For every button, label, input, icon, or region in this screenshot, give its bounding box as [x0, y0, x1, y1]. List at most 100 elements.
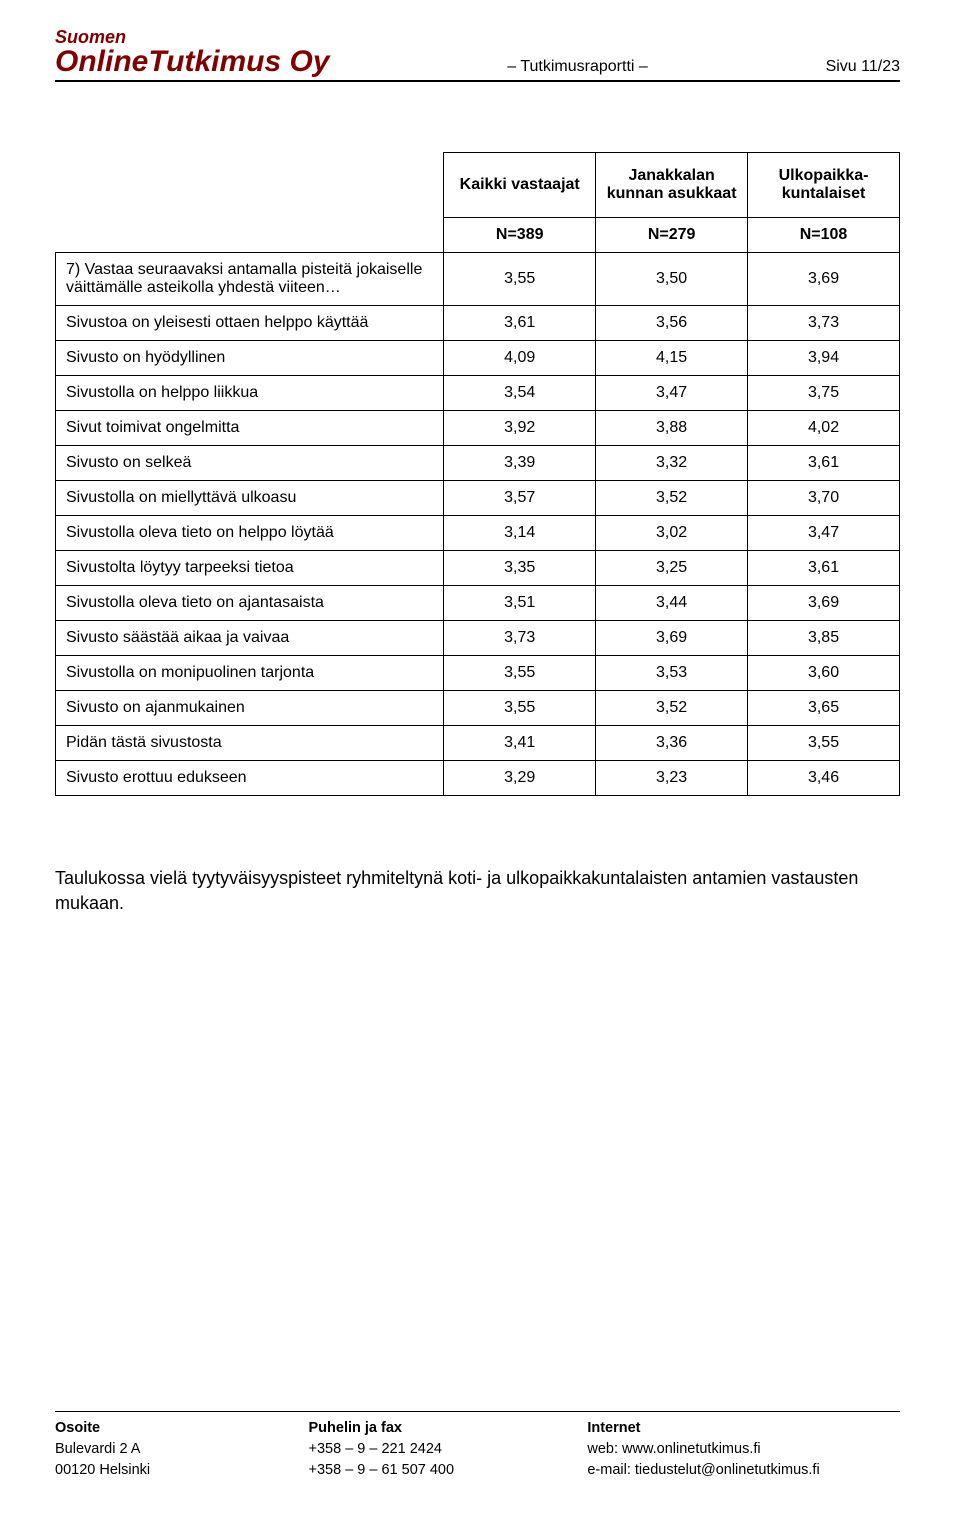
row-c2: 3,02: [596, 515, 748, 550]
row-c2: 3,69: [596, 620, 748, 655]
row-c3: 3,55: [748, 725, 900, 760]
row-label: Sivusto on selkeä: [56, 445, 444, 480]
row-c3: 3,61: [748, 550, 900, 585]
row-c2: 3,25: [596, 550, 748, 585]
row-c3: 4,02: [748, 410, 900, 445]
table-row: Sivusto on hyödyllinen 4,09 4,15 3,94: [56, 340, 900, 375]
table-row: Sivustolla on miellyttävä ulkoasu 3,57 3…: [56, 480, 900, 515]
row-c1: 4,09: [444, 340, 596, 375]
table-row: Sivusto säästää aikaa ja vaivaa 3,73 3,6…: [56, 620, 900, 655]
footer-internet-line2: e-mail: tiedustelut@onlinetutkimus.fi: [587, 1460, 900, 1481]
row-label: Sivustolla on monipuolinen tarjonta: [56, 655, 444, 690]
header-row: OnlineTutkimus Oy – Tutkimusraportti – S…: [55, 46, 900, 78]
row-c1: 3,39: [444, 445, 596, 480]
row-c3: 3,61: [748, 445, 900, 480]
row-c1: 3,51: [444, 585, 596, 620]
col-header-residents: Janakkalan kunnan asukkaat: [596, 152, 748, 217]
table-row: Sivustolla oleva tieto on ajantasaista 3…: [56, 585, 900, 620]
company-prefix: Suomen: [55, 28, 900, 46]
footer-phone-heading: Puhelin ja fax: [309, 1418, 588, 1439]
footer-internet-line1: web: www.onlinetutkimus.fi: [587, 1439, 900, 1460]
row-label: Sivusto on ajanmukainen: [56, 690, 444, 725]
table-row: Sivustolta löytyy tarpeeksi tietoa 3,35 …: [56, 550, 900, 585]
table-row: Sivusto erottuu edukseen 3,29 3,23 3,46: [56, 760, 900, 795]
footer-address-line2: 00120 Helsinki: [55, 1460, 309, 1481]
row-label: Sivustolla on miellyttävä ulkoasu: [56, 480, 444, 515]
row-label: Sivusto säästää aikaa ja vaivaa: [56, 620, 444, 655]
table-body: 7) Vastaa seuraavaksi antamalla pisteitä…: [56, 252, 900, 795]
table-header-row: Kaikki vastaajat Janakkalan kunnan asukk…: [56, 152, 900, 217]
report-label: – Tutkimusraportti –: [507, 58, 648, 78]
row-c2: 3,23: [596, 760, 748, 795]
question-c2: 3,50: [596, 252, 748, 305]
row-c1: 3,29: [444, 760, 596, 795]
row-c3: 3,85: [748, 620, 900, 655]
row-c3: 3,94: [748, 340, 900, 375]
footer-col-address: Osoite Bulevardi 2 A 00120 Helsinki: [55, 1418, 309, 1481]
row-label: Sivustolta löytyy tarpeeksi tietoa: [56, 550, 444, 585]
row-c2: 3,32: [596, 445, 748, 480]
row-c3: 3,46: [748, 760, 900, 795]
row-c1: 3,61: [444, 305, 596, 340]
survey-table-wrap: Kaikki vastaajat Janakkalan kunnan asukk…: [55, 152, 900, 796]
table-row: Sivusto on selkeä 3,39 3,32 3,61: [56, 445, 900, 480]
row-c1: 3,54: [444, 375, 596, 410]
row-c3: 3,73: [748, 305, 900, 340]
question-c1: 3,55: [444, 252, 596, 305]
footer-col-phone: Puhelin ja fax +358 – 9 – 221 2424 +358 …: [309, 1418, 588, 1481]
page-footer: Osoite Bulevardi 2 A 00120 Helsinki Puhe…: [55, 1411, 900, 1481]
row-c2: 3,36: [596, 725, 748, 760]
table-row: Sivustolla on monipuolinen tarjonta 3,55…: [56, 655, 900, 690]
row-c1: 3,35: [444, 550, 596, 585]
row-label: Sivusto erottuu edukseen: [56, 760, 444, 795]
row-c1: 3,57: [444, 480, 596, 515]
col-header-all: Kaikki vastaajat: [444, 152, 596, 217]
table-row: Pidän tästä sivustosta 3,41 3,36 3,55: [56, 725, 900, 760]
row-c1: 3,41: [444, 725, 596, 760]
page: Suomen OnlineTutkimus Oy – Tutkimusrapor…: [0, 0, 960, 1513]
page-number: Sivu 11/23: [826, 58, 900, 78]
n-residents: N=279: [596, 217, 748, 252]
question-c3: 3,69: [748, 252, 900, 305]
row-label: Pidän tästä sivustosta: [56, 725, 444, 760]
survey-table: Kaikki vastaajat Janakkalan kunnan asukk…: [55, 152, 900, 796]
row-c2: 3,47: [596, 375, 748, 410]
footer-phone-line2: +358 – 9 – 61 507 400: [309, 1460, 588, 1481]
footer-col-internet: Internet web: www.onlinetutkimus.fi e-ma…: [587, 1418, 900, 1481]
body-note: Taulukossa vielä tyytyväisyyspisteet ryh…: [55, 866, 900, 916]
row-label: Sivustolla oleva tieto on helppo löytää: [56, 515, 444, 550]
row-c3: 3,65: [748, 690, 900, 725]
row-label: Sivustolla on helppo liikkua: [56, 375, 444, 410]
table-header-empty: [56, 152, 444, 217]
row-c1: 3,92: [444, 410, 596, 445]
table-row: Sivusto on ajanmukainen 3,55 3,52 3,65: [56, 690, 900, 725]
row-label: Sivusto on hyödyllinen: [56, 340, 444, 375]
n-row-empty: [56, 217, 444, 252]
table-row: Sivut toimivat ongelmitta 3,92 3,88 4,02: [56, 410, 900, 445]
row-c2: 3,88: [596, 410, 748, 445]
footer-address-line1: Bulevardi 2 A: [55, 1439, 309, 1460]
row-c2: 3,56: [596, 305, 748, 340]
row-label: Sivustolla oleva tieto on ajantasaista: [56, 585, 444, 620]
row-c2: 3,53: [596, 655, 748, 690]
company-name: OnlineTutkimus Oy: [55, 46, 330, 78]
table-row: Sivustolla on helppo liikkua 3,54 3,47 3…: [56, 375, 900, 410]
table-row: Sivustolla oleva tieto on helppo löytää …: [56, 515, 900, 550]
page-header: Suomen OnlineTutkimus Oy – Tutkimusrapor…: [55, 28, 900, 82]
footer-address-heading: Osoite: [55, 1418, 309, 1439]
row-c3: 3,60: [748, 655, 900, 690]
n-nonresidents: N=108: [748, 217, 900, 252]
row-c1: 3,55: [444, 655, 596, 690]
footer-internet-heading: Internet: [587, 1418, 900, 1439]
row-c1: 3,14: [444, 515, 596, 550]
row-label: Sivustoa on yleisesti ottaen helppo käyt…: [56, 305, 444, 340]
row-c3: 3,75: [748, 375, 900, 410]
question-row: 7) Vastaa seuraavaksi antamalla pisteitä…: [56, 252, 900, 305]
row-c2: 3,52: [596, 690, 748, 725]
col-header-nonresidents: Ulkopaikka-kuntalaiset: [748, 152, 900, 217]
row-c2: 3,44: [596, 585, 748, 620]
question-label: 7) Vastaa seuraavaksi antamalla pisteitä…: [56, 252, 444, 305]
table-n-row: N=389 N=279 N=108: [56, 217, 900, 252]
table-row: Sivustoa on yleisesti ottaen helppo käyt…: [56, 305, 900, 340]
row-label: Sivut toimivat ongelmitta: [56, 410, 444, 445]
